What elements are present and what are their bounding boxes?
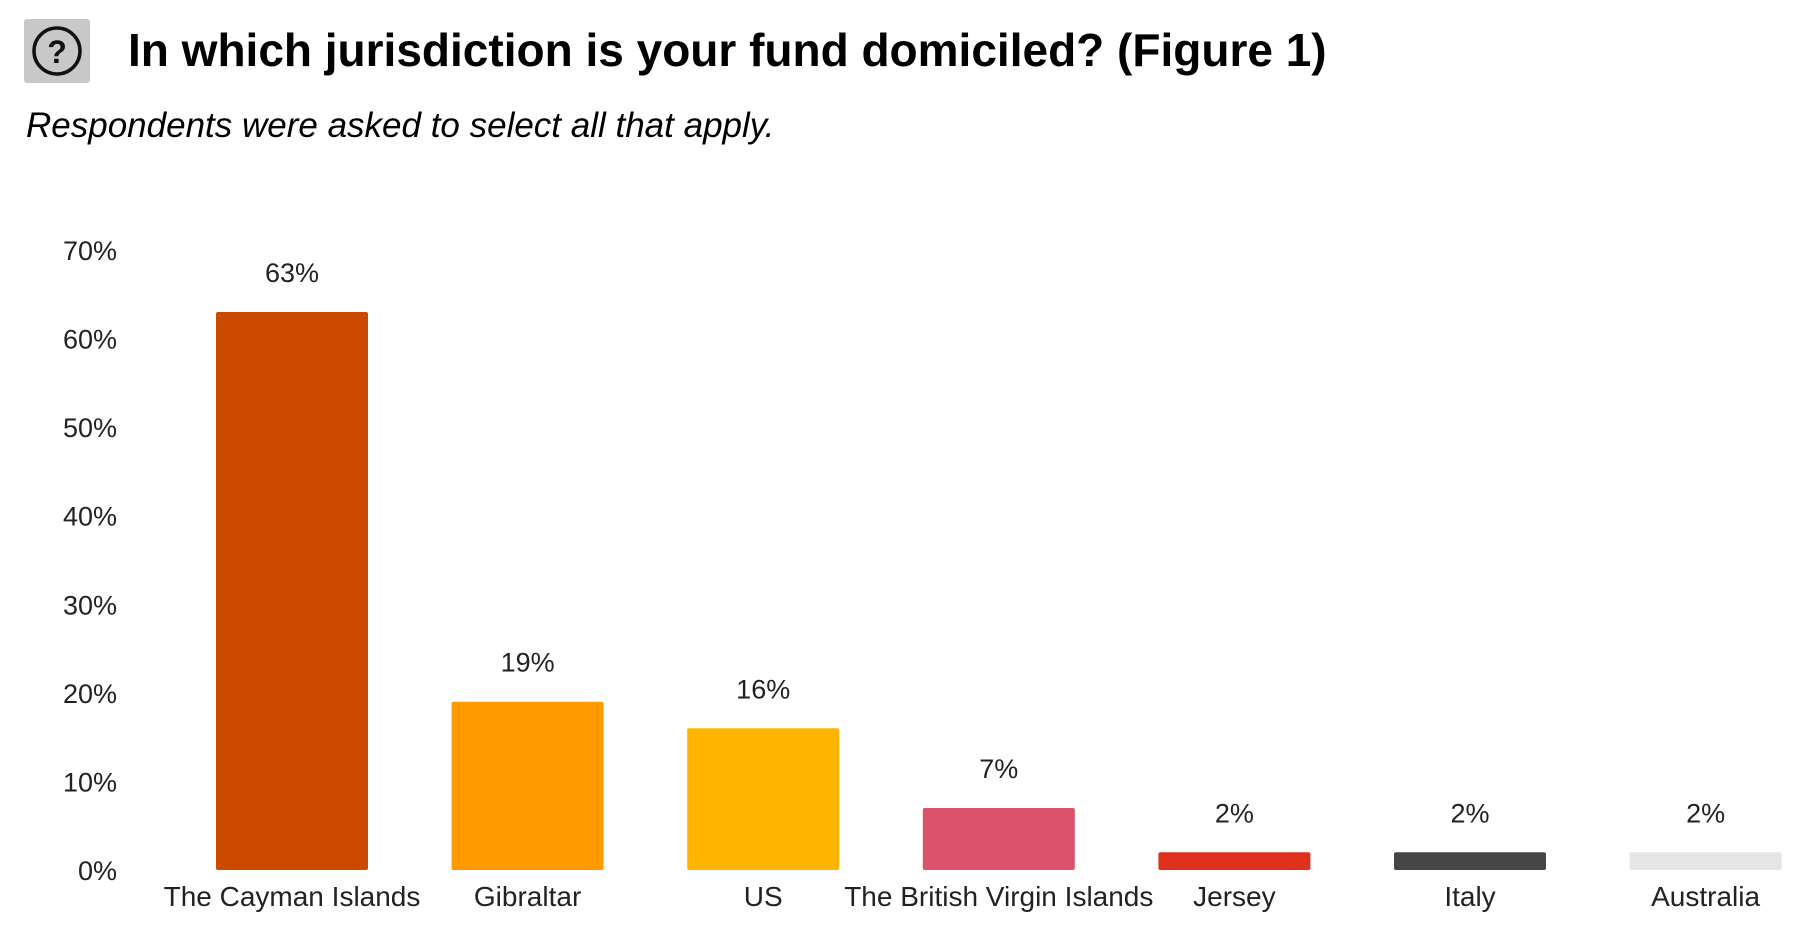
x-tick-label: US (744, 881, 783, 912)
bar[interactable] (216, 312, 368, 870)
data-label: 2% (1450, 798, 1489, 828)
data-label: 16% (736, 674, 790, 704)
y-tick-label: 20% (63, 679, 117, 709)
x-tick-label: The Cayman Islands (164, 881, 421, 912)
x-tick-label: Gibraltar (474, 881, 581, 912)
bar[interactable] (1629, 852, 1782, 870)
y-tick-label: 10% (63, 767, 117, 797)
y-tick-label: 60% (63, 325, 117, 355)
bar[interactable] (687, 728, 840, 870)
y-tick-label: 50% (63, 413, 117, 443)
data-label: 2% (1215, 798, 1254, 828)
x-axis: The Cayman Islands Gibraltar US The British… (164, 881, 1761, 912)
bar[interactable] (922, 808, 1075, 870)
page-title: In which jurisdiction is your fund domic… (128, 24, 1327, 76)
help-icon[interactable]: ? (24, 19, 90, 83)
svg-text:?: ? (47, 34, 67, 70)
data-label: 7% (979, 754, 1018, 784)
bar[interactable] (451, 701, 604, 870)
bars (216, 312, 1782, 870)
y-tick-label: 70% (63, 236, 117, 266)
y-axis: 0% 10% 20% 30% 40% 50% 60% 70% (63, 236, 117, 886)
data-labels: 63% 19% 16% 7% 2% 2% 2% (265, 258, 1725, 828)
y-tick-label: 0% (78, 856, 117, 886)
bar[interactable] (1394, 852, 1546, 870)
data-label: 2% (1686, 798, 1725, 828)
x-tick-label: Jersey (1193, 881, 1275, 912)
data-label: 63% (265, 258, 319, 288)
x-tick-label: The British Virgin Islands (844, 881, 1153, 912)
y-tick-label: 30% (63, 590, 117, 620)
x-tick-label: Italy (1444, 881, 1495, 912)
question-circle-icon: ? (32, 26, 82, 76)
data-label: 19% (501, 648, 555, 678)
x-tick-label: Australia (1651, 881, 1760, 912)
page-subtitle: Respondents were asked to select all tha… (26, 106, 775, 145)
y-tick-label: 40% (63, 502, 117, 532)
bar[interactable] (1158, 852, 1311, 870)
